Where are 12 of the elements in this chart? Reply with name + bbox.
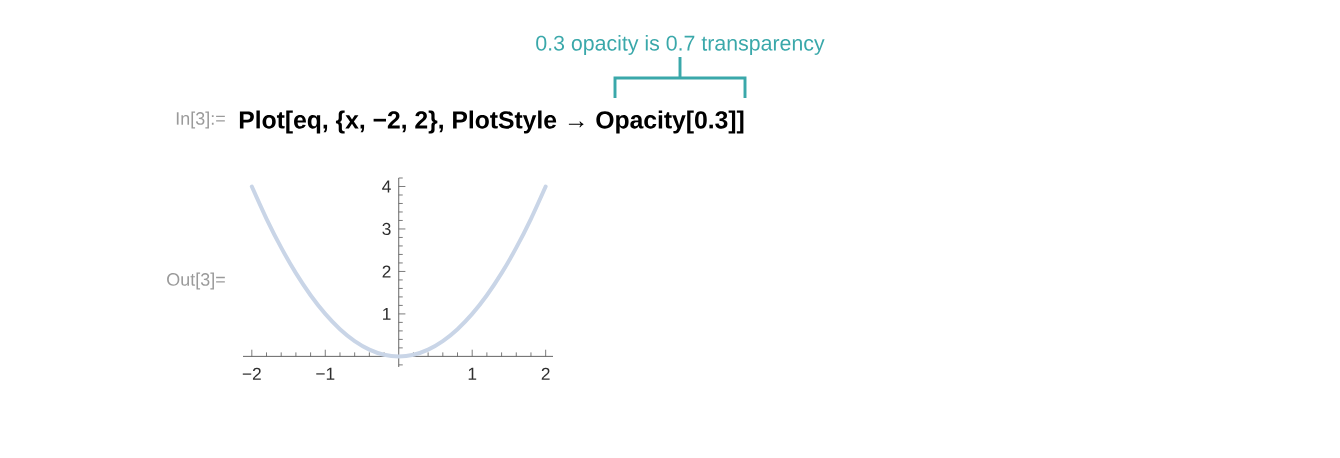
x-tick-label: 2 xyxy=(541,367,550,380)
text: Plot[eq, {x, −2, 2}, PlotStyle → Opacity[0.3]] xyxy=(239,110,744,134)
x-tick-label: −1 xyxy=(316,367,335,380)
x-tick-label: −2 xyxy=(242,367,261,380)
x-tick-label: 1 xyxy=(468,367,477,380)
text: Out[3]= xyxy=(167,272,225,290)
y-tick-label: 4 xyxy=(382,180,391,193)
y-tick-label: 1 xyxy=(383,307,391,320)
text: In[3]:= xyxy=(176,111,225,129)
text: 0.3 opacity is 0.7 transparency xyxy=(536,35,825,55)
y-tick-label: 2 xyxy=(382,265,391,278)
y-tick-label: 3 xyxy=(382,222,391,236)
